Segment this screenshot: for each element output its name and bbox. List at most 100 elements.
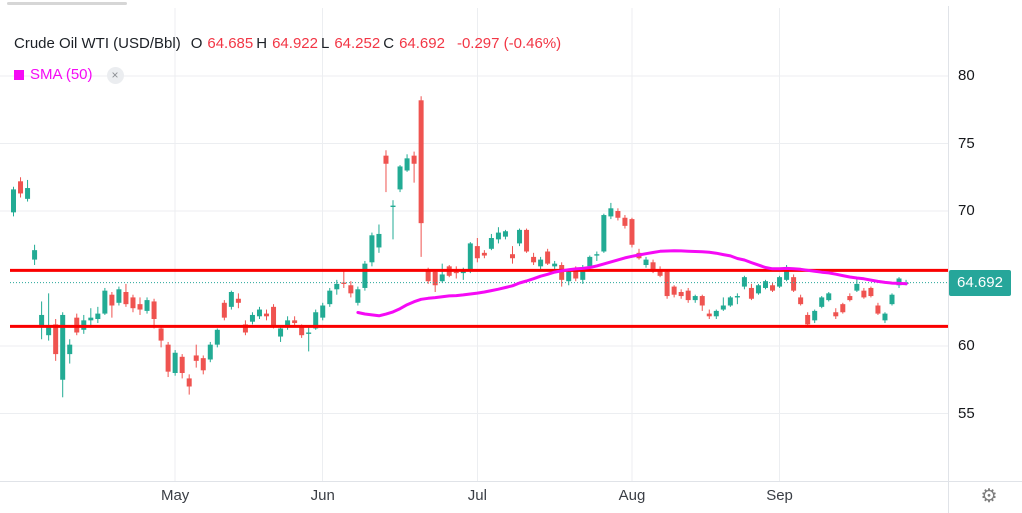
symbol-info-bar: Crude Oil WTI (USD/Bbl) O 64.685 H 64.922 L 64…: [14, 35, 561, 53]
candle-body: [439, 274, 445, 282]
candle-body: [18, 181, 24, 194]
candle-body: [313, 312, 319, 329]
candle-body: [376, 233, 382, 248]
candle-body: [481, 252, 487, 256]
candle-body: [95, 313, 101, 319]
close-icon: ×: [111, 68, 119, 82]
candle-body: [109, 294, 115, 306]
candle-body: [734, 296, 740, 298]
candle-body: [812, 310, 818, 321]
candle-body: [25, 188, 31, 199]
candle-body: [285, 320, 291, 328]
candle-body: [692, 296, 698, 301]
candle-body: [868, 287, 874, 297]
candle-body: [608, 208, 614, 217]
candle-body: [320, 305, 326, 318]
candle-body: [601, 215, 607, 252]
remove-indicator-button[interactable]: ×: [106, 66, 124, 84]
candle-body: [158, 328, 164, 341]
candle-body: [179, 356, 185, 373]
candle-body: [650, 262, 656, 272]
candle-body: [383, 155, 389, 164]
high-label: H: [256, 35, 268, 52]
candle-body: [629, 219, 635, 245]
candle-body: [362, 263, 368, 288]
sma-color-swatch: [14, 70, 24, 80]
candle-body: [594, 254, 600, 256]
low-value: 64.252: [334, 35, 381, 52]
candle-body: [292, 320, 298, 324]
candle-body: [882, 313, 888, 321]
candle-body: [207, 344, 213, 360]
candle-body: [509, 254, 515, 259]
candle-body: [369, 235, 375, 263]
candle-body: [60, 314, 66, 380]
open-label: O: [190, 35, 203, 52]
candle-body: [762, 281, 768, 288]
y-axis-label: 60: [958, 337, 975, 354]
candle-body: [587, 256, 593, 267]
candle-body: [784, 269, 790, 280]
candle-body: [713, 310, 719, 317]
candle-body: [46, 327, 52, 336]
candle-body: [861, 290, 867, 298]
settings-gear-icon[interactable]: ⚙: [980, 485, 998, 507]
candle-body: [411, 155, 417, 164]
candle-body: [777, 277, 783, 287]
symbol-title: Crude Oil WTI (USD/Bbl): [14, 35, 181, 52]
sma-line[interactable]: [356, 249, 908, 318]
candle-body: [186, 378, 192, 387]
pane-size-indicator: [7, 2, 127, 5]
y-axis-label: 80: [958, 67, 975, 84]
x-axis-label: Sep: [766, 487, 793, 504]
candle-body: [770, 285, 776, 291]
candle-body: [664, 271, 670, 297]
candle-body: [685, 290, 691, 301]
candle-body: [235, 298, 241, 303]
candle-body: [278, 328, 284, 337]
x-axis-label: Jul: [467, 487, 487, 504]
time-axis[interactable]: May Jun Jul Aug Sep: [0, 482, 948, 513]
change-value: -0.297 (-0.46%): [456, 35, 562, 52]
candle-body: [137, 304, 143, 310]
candle-body: [123, 292, 129, 305]
candle-body: [193, 355, 199, 361]
candle-body: [11, 189, 16, 213]
open-value: 64.685: [207, 35, 254, 52]
candle-body: [102, 290, 108, 314]
candle-body: [39, 314, 45, 326]
candle-body: [854, 283, 860, 291]
candle-body: [488, 238, 494, 249]
candle-body: [805, 314, 811, 325]
last-price-badge: 64.692: [949, 270, 1011, 296]
candle-body: [517, 229, 523, 244]
last-price-value: 64.692: [957, 274, 1003, 291]
candle-body: [172, 352, 178, 373]
sma-label: SMA (50): [30, 66, 93, 83]
candle-body: [264, 313, 270, 317]
candle-body: [467, 243, 473, 271]
candle-body: [242, 324, 248, 333]
candle-body: [573, 270, 579, 279]
candle-body: [791, 277, 797, 291]
candle-body: [615, 211, 621, 218]
candle-body: [580, 267, 586, 280]
candle-body: [643, 259, 649, 265]
candle-body: [390, 205, 396, 207]
price-axis[interactable]: 80 75 70 60 55: [949, 0, 1022, 481]
candle-body: [657, 269, 663, 276]
candle-body: [545, 251, 551, 264]
candle-body: [819, 297, 825, 307]
candle-body: [847, 296, 853, 301]
candle-body: [622, 217, 628, 226]
candle-body: [531, 256, 537, 263]
candle-body: [165, 344, 171, 372]
candle-body: [741, 277, 747, 287]
candle-body: [474, 246, 480, 259]
candle-body: [228, 292, 234, 307]
y-axis-label: 75: [958, 134, 975, 152]
close-label: C: [383, 35, 395, 52]
candle-body: [720, 305, 726, 310]
